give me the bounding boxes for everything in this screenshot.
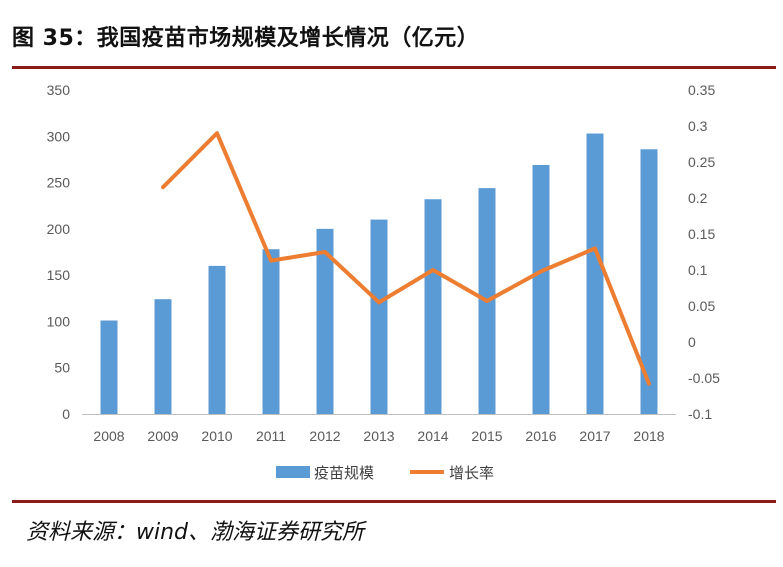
bar-2012 [316, 228, 334, 414]
bar-2011 [262, 249, 280, 414]
legend-line-label: 增长率 [449, 464, 494, 482]
bar-2018 [640, 149, 658, 414]
bar-2017 [586, 133, 604, 414]
x-tick-label: 2016 [525, 428, 556, 444]
y-right-tick-label: 0.25 [688, 154, 715, 170]
legend-bar-swatch [276, 466, 310, 478]
y-left-tick-label: 50 [54, 360, 70, 376]
chart-title: 图 35：我国疫苗市场规模及增长情况（亿元） [12, 26, 480, 51]
title-rule [12, 66, 776, 69]
y-right-tick-label: 0.3 [688, 118, 708, 134]
bar-2008 [100, 320, 118, 414]
x-axis-labels: 2008 2009 2010 2011 2012 2013 2014 2015 2016 2017… [93, 428, 664, 444]
y-left-tick-label: 0 [62, 406, 70, 422]
bar-series [100, 133, 658, 414]
x-tick-label: 2010 [201, 428, 232, 444]
bar-2010 [208, 265, 226, 414]
y-right-tick-label: 0.05 [688, 298, 715, 314]
y-left-tick-label: 250 [47, 175, 71, 191]
y-right-tick-label: 0.2 [688, 190, 708, 206]
y-right-tick-label: -0.1 [688, 406, 712, 422]
growth-rate-line [161, 131, 651, 386]
x-tick-label: 2009 [147, 428, 178, 444]
x-tick-label: 2017 [579, 428, 610, 444]
y-left-tick-label: 300 [47, 128, 71, 144]
legend-bar-label: 疫苗规模 [314, 464, 374, 482]
footer-rule [12, 500, 776, 503]
x-tick-label: 2018 [633, 428, 664, 444]
x-tick-label: 2011 [256, 428, 286, 444]
y-right-tick-label: 0.35 [688, 82, 715, 98]
x-tick-label: 2008 [93, 428, 124, 444]
x-tick-label: 2013 [363, 428, 394, 444]
bar-2013 [370, 219, 388, 414]
bar-2009 [154, 299, 172, 414]
y-right-tick-label: 0.1 [688, 262, 708, 278]
y-left-tick-label: 150 [47, 267, 71, 283]
source-note: 资料来源：wind、渤海证券研究所 [26, 520, 365, 545]
bar-2014 [424, 199, 442, 414]
y-left-tick-label: 350 [47, 82, 71, 98]
y-axis-left: 0 50 100 150 200 250 300 350 [47, 82, 71, 422]
x-tick-label: 2014 [417, 428, 448, 444]
y-left-tick-label: 100 [47, 313, 71, 329]
y-right-tick-label: -0.05 [688, 370, 720, 386]
y-left-tick-label: 200 [47, 221, 71, 237]
x-tick-label: 2012 [309, 428, 340, 444]
y-right-tick-label: 0 [688, 334, 696, 350]
y-right-tick-label: 0.15 [688, 226, 715, 242]
x-tick-label: 2015 [471, 428, 502, 444]
bar-2016 [532, 164, 550, 414]
legend: 疫苗规模 增长率 [276, 464, 494, 482]
y-axis-right: -0.1 -0.05 0 0.05 0.1 0.15 0.2 0.25 0.3 0.35 [688, 82, 720, 422]
